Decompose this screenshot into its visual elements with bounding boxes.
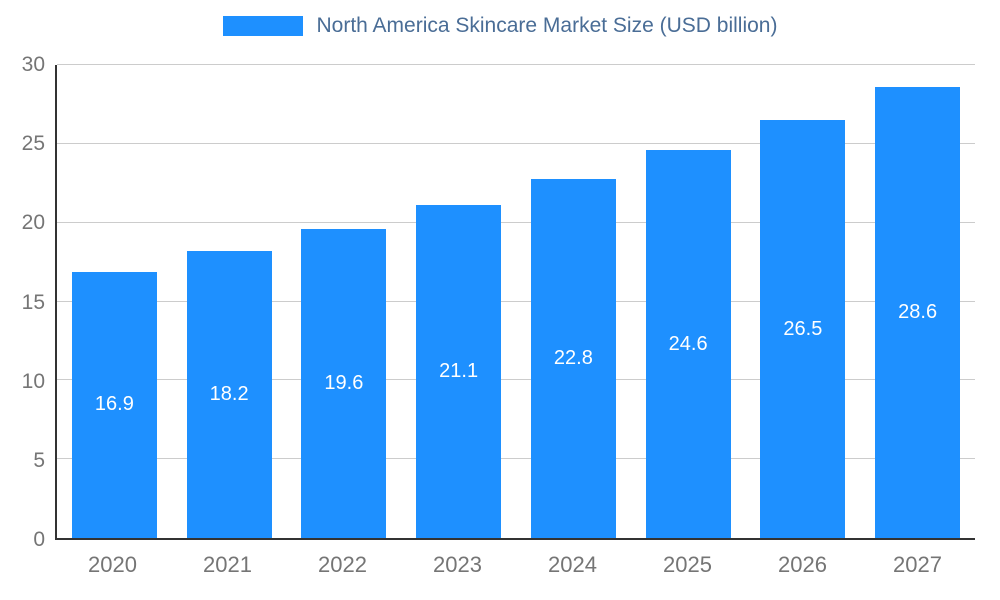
plot-area: 16.9 18.2 19.6 21.1 22.8 24.6 26.5 28.6 (55, 64, 975, 540)
bars-row: 16.9 18.2 19.6 21.1 22.8 24.6 26.5 28.6 (57, 65, 975, 538)
bar-slot: 28.6 (860, 65, 975, 538)
x-axis-label: 2022 (318, 552, 367, 577)
y-tick-label: 5 (33, 448, 45, 472)
x-axis-label: 2024 (548, 552, 597, 577)
x-axis-labels: 2020 2021 2022 2023 2024 2025 2026 2027 (55, 552, 975, 578)
bar-value-label: 21.1 (439, 360, 479, 383)
x-axis-label: 2021 (203, 552, 252, 577)
gridline (57, 142, 975, 144)
bar-2021[interactable]: 18.2 (186, 251, 272, 538)
x-axis-label: 2023 (433, 552, 482, 577)
bar-value-label: 24.6 (668, 332, 708, 355)
bar-slot: 24.6 (631, 65, 746, 538)
bar-slot: 22.8 (516, 65, 631, 538)
bar-2022[interactable]: 19.6 (301, 228, 387, 538)
gridline (57, 64, 975, 65)
x-axis-label: 2025 (663, 552, 712, 577)
bar-value-label: 26.5 (783, 317, 823, 340)
bar-slot: 16.9 (57, 65, 172, 538)
bar-slot: 26.5 (746, 65, 861, 538)
bar-slot: 21.1 (401, 65, 516, 538)
bar-2024[interactable]: 22.8 (530, 178, 616, 538)
bar-2023[interactable]: 21.1 (416, 205, 502, 538)
bar-value-label: 18.2 (209, 383, 249, 406)
bar-value-label: 19.6 (324, 371, 364, 394)
chart-legend: North America Skincare Market Size (USD … (0, 14, 1000, 38)
y-tick-label: 0 (33, 528, 45, 551)
gridline (57, 300, 975, 302)
bar-2025[interactable]: 24.6 (645, 150, 731, 538)
y-axis-labels: 0 5 10 15 20 25 30 (0, 53, 45, 551)
x-axis-label: 2026 (778, 552, 827, 577)
y-tick-label: 25 (21, 132, 45, 156)
chart-title: North America Skincare Market Size (USD … (316, 14, 778, 37)
bar-2027[interactable]: 28.6 (875, 87, 961, 538)
bar-2020[interactable]: 16.9 (71, 271, 157, 538)
bar-2026[interactable]: 26.5 (760, 120, 846, 538)
y-tick-label: 30 (21, 53, 45, 76)
x-axis-label: 2020 (88, 552, 137, 577)
bar-value-label: 22.8 (553, 346, 593, 369)
bar-value-label: 28.6 (898, 301, 938, 324)
bar-value-label: 16.9 (94, 393, 134, 416)
bar-slot: 18.2 (172, 65, 287, 538)
bar-slot: 19.6 (287, 65, 402, 538)
y-tick-label: 20 (21, 211, 45, 235)
y-tick-label: 10 (21, 369, 45, 393)
gridline (57, 379, 975, 381)
gridline (57, 458, 975, 460)
y-tick-label: 15 (21, 290, 45, 314)
x-axis-label: 2027 (893, 552, 942, 577)
legend-swatch (222, 16, 303, 36)
gridline (57, 221, 975, 223)
